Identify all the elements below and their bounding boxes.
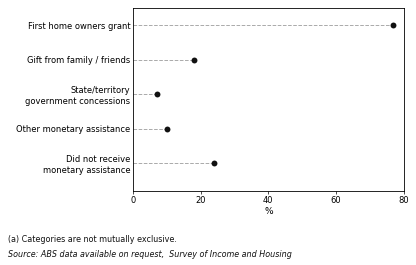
Point [191, 58, 197, 62]
X-axis label: %: % [264, 207, 272, 216]
Point [211, 161, 218, 165]
Point [163, 127, 170, 131]
Text: Source: ABS data available on request,  Survey of Income and Housing: Source: ABS data available on request, S… [8, 250, 292, 259]
Point [390, 23, 397, 27]
Point [154, 92, 160, 96]
Text: (a) Categories are not mutually exclusive.: (a) Categories are not mutually exclusiv… [8, 235, 177, 244]
